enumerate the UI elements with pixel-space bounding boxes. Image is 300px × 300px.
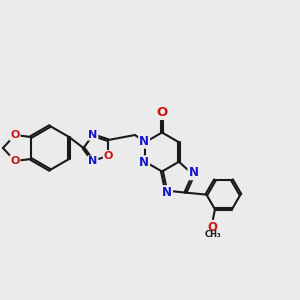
Text: O: O [156,106,168,119]
Text: N: N [162,186,172,199]
Text: N: N [88,130,98,140]
Text: O: O [10,156,20,166]
Text: N: N [139,156,149,169]
Text: N: N [139,135,149,148]
Text: O: O [104,151,113,161]
Text: O: O [10,130,20,140]
Text: N: N [88,156,98,166]
Text: O: O [207,221,217,234]
Text: N: N [188,166,198,179]
Text: CH₃: CH₃ [205,230,221,239]
